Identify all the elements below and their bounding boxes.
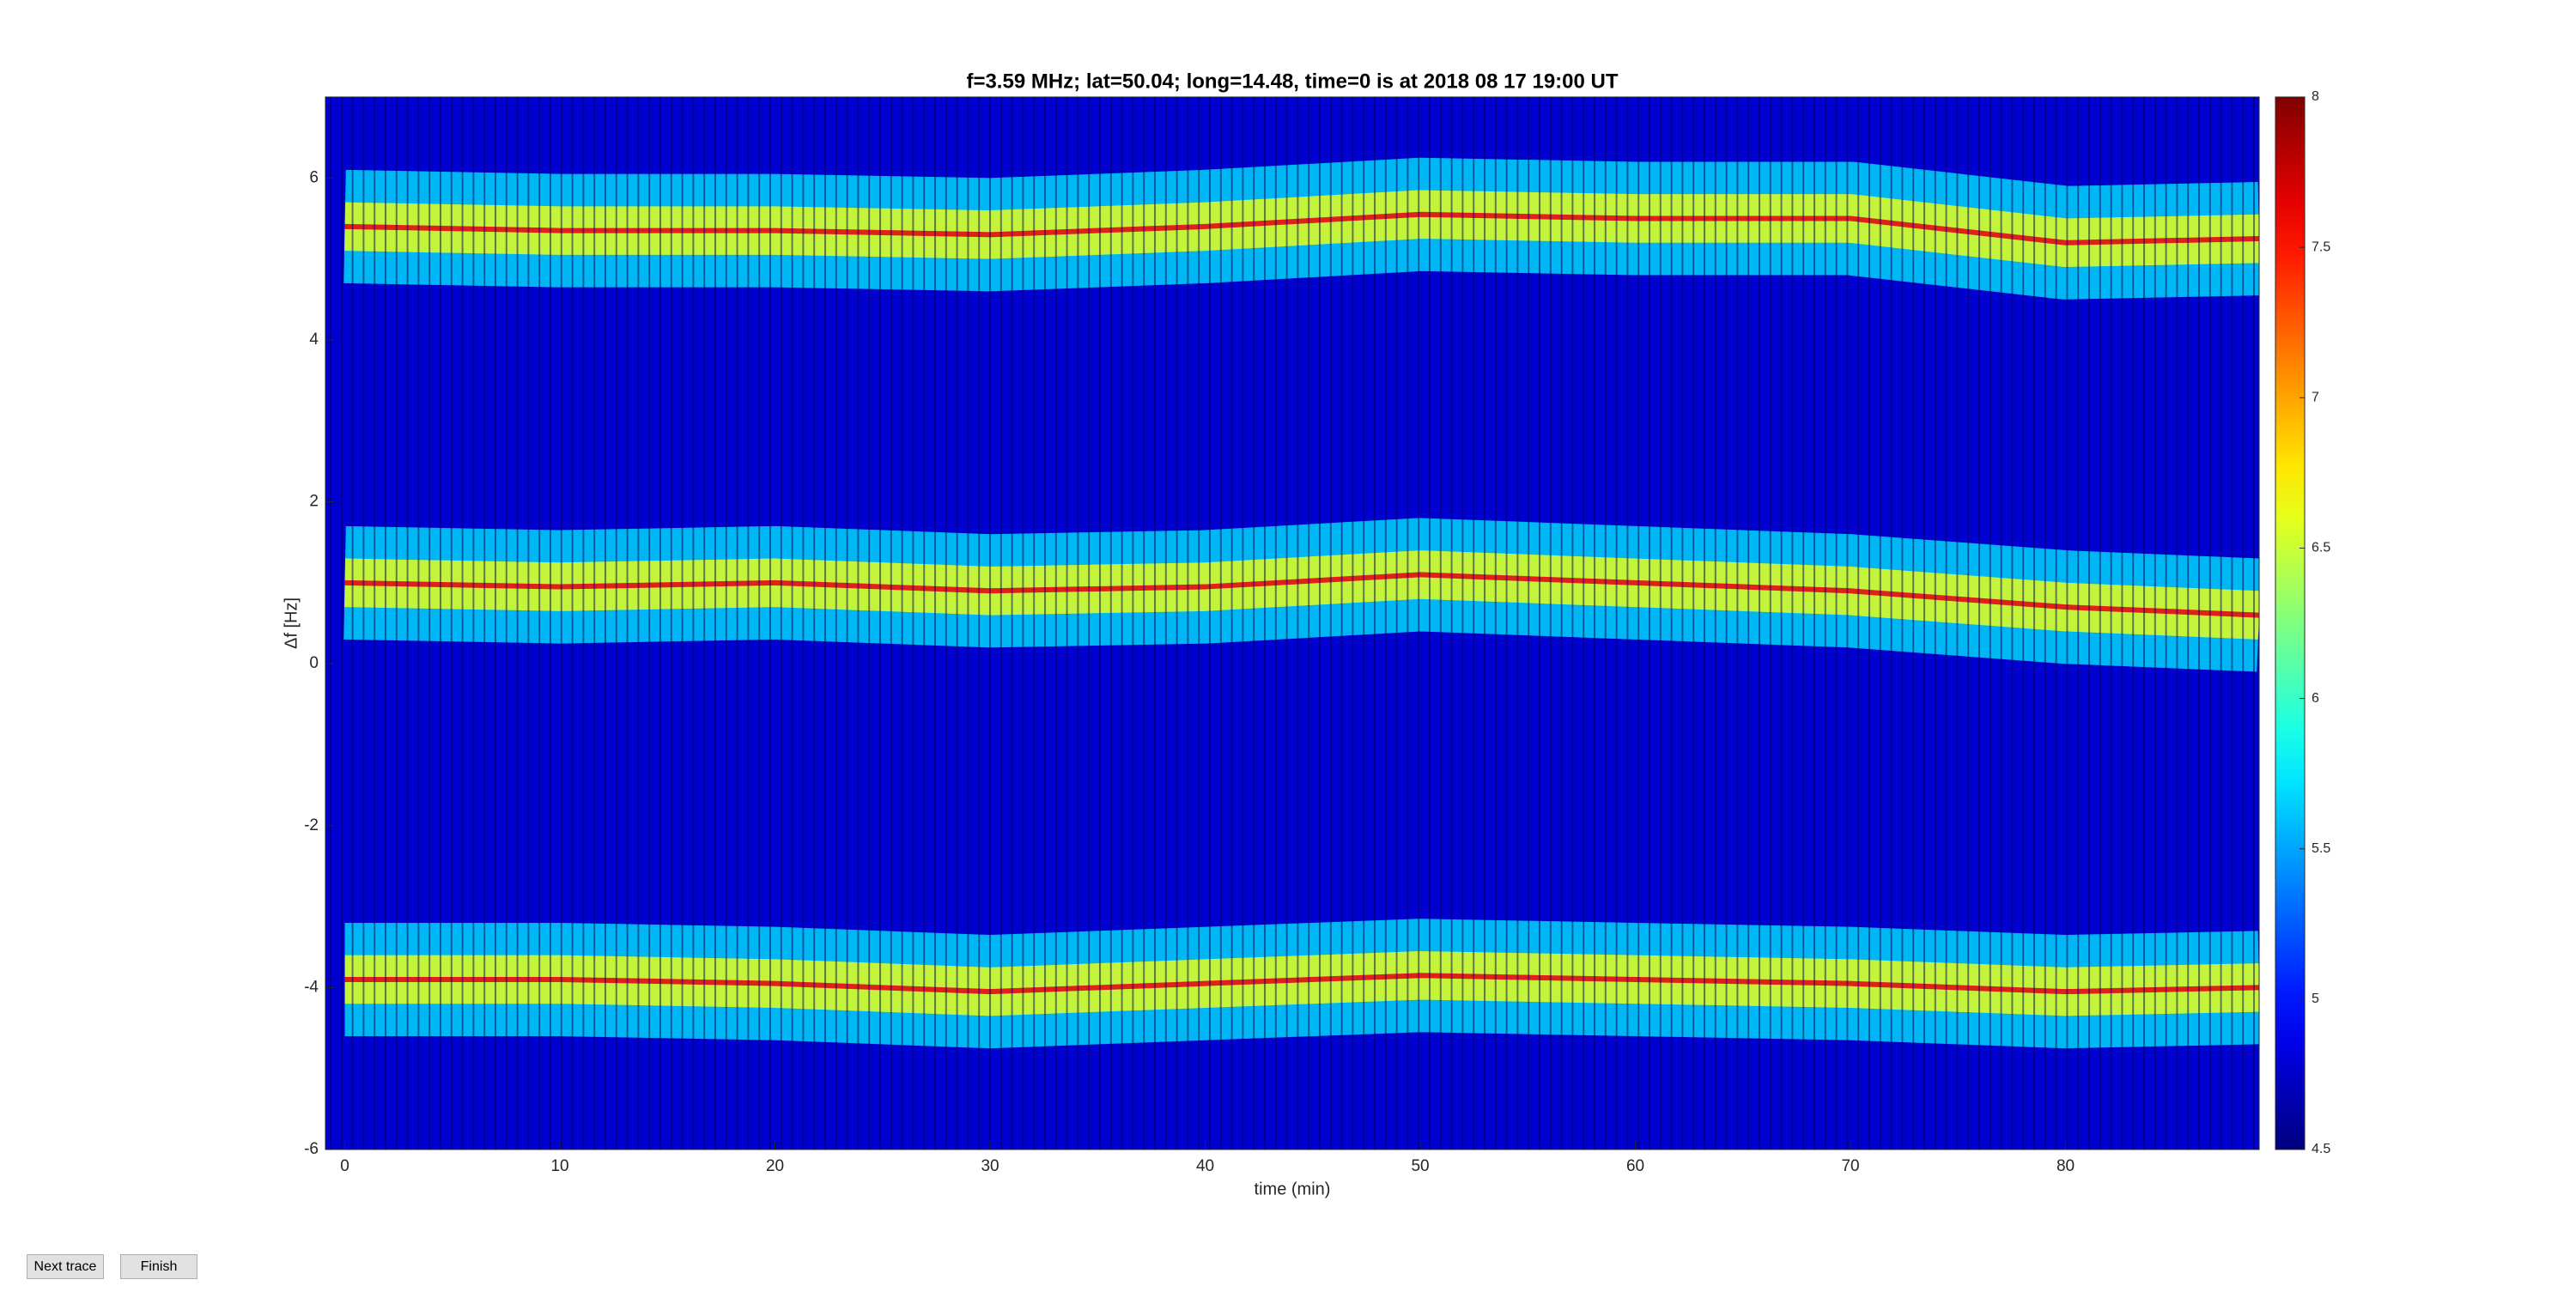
y-tick-label: 0 [309,654,319,672]
x-tick-label: 40 [1196,1157,1214,1175]
x-tick-label: 30 [981,1157,999,1175]
colorbar-tick-label: 5.5 [2312,841,2330,856]
colorbar-tick-label: 6 [2312,691,2319,706]
y-tick-label: -6 [304,1140,319,1158]
stripes [325,97,2259,1149]
x-tick-label: 70 [1841,1157,1859,1175]
y-tick-label: 6 [309,168,319,186]
colorbar [2275,96,2306,1150]
x-tick-label: 50 [1411,1157,1429,1175]
y-tick-label: 4 [309,331,319,349]
x-tick-label: 10 [550,1157,568,1175]
x-tick-label: 60 [1626,1157,1644,1175]
x-tick-label: 20 [766,1157,784,1175]
y-tick-label: -4 [304,978,319,996]
x-tick-label: 80 [2057,1157,2075,1175]
y-tick-label: 2 [309,493,319,511]
finish-button[interactable]: Finish [120,1254,197,1279]
colorbar-tick-label: 7 [2312,391,2319,405]
colorbar-tick-label: 7.5 [2312,240,2330,254]
colorbar-tick-label: 8 [2312,89,2319,104]
colorbar-tick-label: 4.5 [2312,1142,2330,1156]
y-axis-label: Δf [Hz] [282,597,301,649]
x-axis-label: time (min) [1255,1180,1331,1198]
y-tick-label: -2 [304,816,319,834]
x-tick-label: 0 [340,1157,349,1175]
chart-title: f=3.59 MHz; lat=50.04; long=14.48, time=… [966,70,1618,93]
chart: f=3.59 MHz; lat=50.04; long=14.48, time=… [282,70,2330,1198]
colorbar-tick-label: 5 [2312,992,2319,1006]
plot-frame [325,96,2260,1150]
next-trace-button[interactable]: Next trace [27,1254,104,1279]
colorbar-tick-label: 6.5 [2312,541,2330,555]
